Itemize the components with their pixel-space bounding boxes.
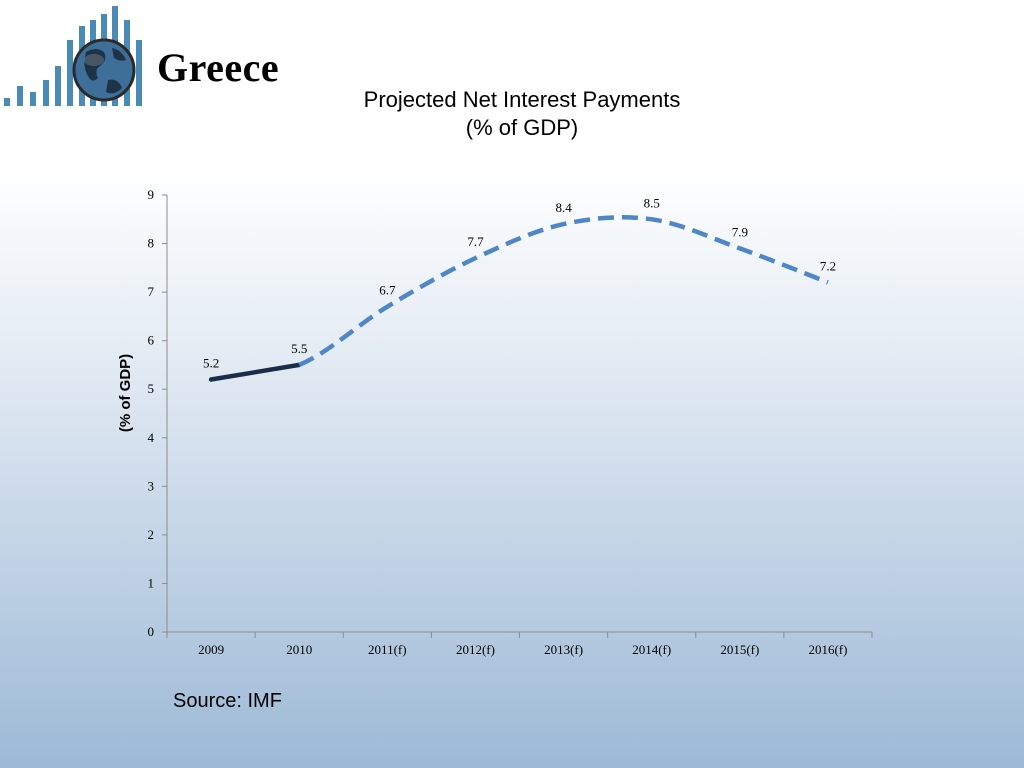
y-tick-label: 6 [148, 333, 155, 348]
x-tick-label: 2013(f) [544, 642, 583, 657]
y-axis-label: (% of GDP) [117, 354, 134, 432]
x-tick-label: 2012(f) [456, 642, 495, 657]
x-tick-label: 2010 [286, 642, 312, 657]
chart-subtitle: (% of GDP) [465, 115, 579, 140]
y-tick-label: 9 [148, 187, 155, 202]
data-label: 6.7 [379, 283, 396, 298]
y-tick-label: 7 [148, 284, 155, 299]
y-tick-labels: 0 1 2 3 4 5 6 7 8 9 [148, 187, 155, 639]
y-tick-label: 8 [148, 236, 155, 251]
y-tick-label: 5 [148, 381, 155, 396]
x-tick-labels: 2009 2010 2011(f) 2012(f) 2013(f) 2014(f) 2015… [198, 642, 847, 657]
data-label: 7.2 [820, 258, 836, 273]
data-label: 8.5 [644, 195, 660, 210]
y-tick-label: 4 [148, 430, 155, 445]
x-tick-label: 2014(f) [632, 642, 671, 657]
y-tick-label: 2 [148, 527, 155, 542]
x-tick-label: 2009 [198, 642, 224, 657]
source-note: Source: IMF [173, 690, 282, 712]
data-labels: 5.2 5.5 6.7 7.7 8.4 8.5 7.9 7.2 [203, 195, 836, 370]
data-label: 5.2 [203, 356, 219, 371]
chart-title: Projected Net Interest Payments [363, 87, 681, 112]
data-label: 7.9 [732, 224, 748, 239]
y-tick-label: 0 [148, 624, 155, 639]
chart-axes [162, 194, 873, 638]
x-tick-label: 2016(f) [808, 642, 847, 657]
data-label: 5.5 [291, 341, 307, 356]
y-tick-label: 1 [148, 575, 155, 590]
page-title: Greece [157, 45, 280, 90]
series-line-actual [208, 362, 302, 382]
x-tick-label: 2011(f) [368, 642, 407, 657]
x-tick-label: 2015(f) [720, 642, 759, 657]
chart-title-block: Projected Net Interest Payments (% of GD… [262, 86, 782, 142]
series-line-projected [298, 215, 829, 367]
data-label: 8.4 [555, 200, 572, 215]
y-tick-label: 3 [148, 478, 155, 493]
series-lines [208, 215, 829, 382]
logo-globe-with-bars-icon [4, 6, 142, 106]
data-label: 7.7 [467, 234, 484, 249]
